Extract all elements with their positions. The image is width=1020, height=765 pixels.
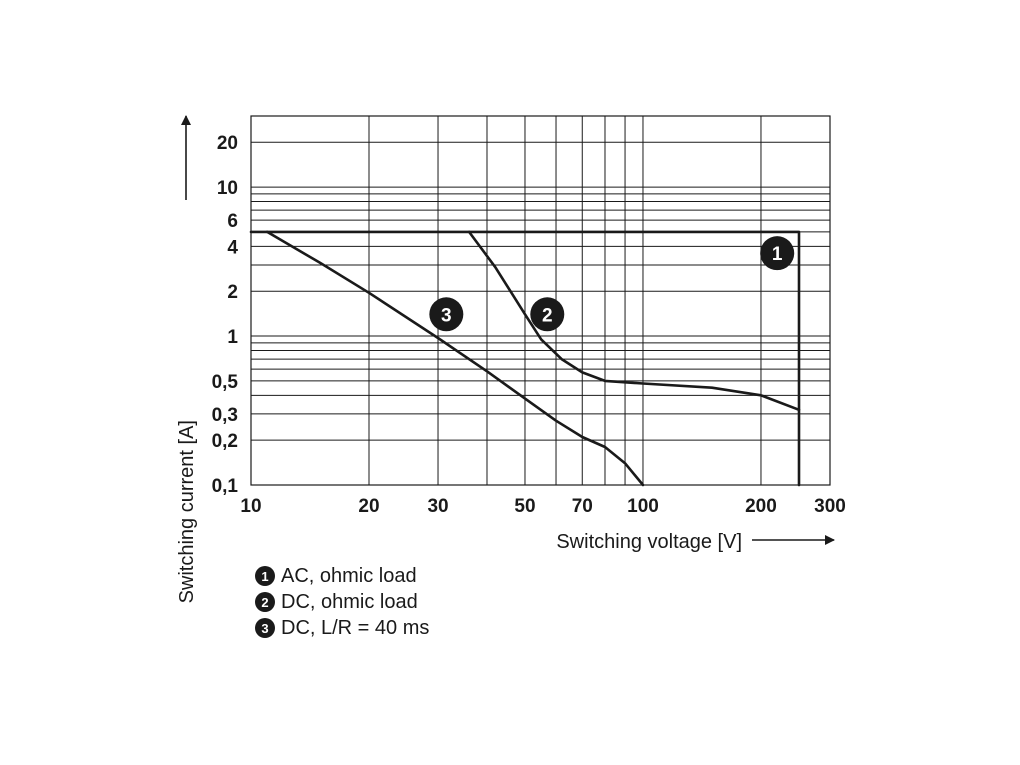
x-tick-label: 10 [240, 496, 261, 517]
y-tick-label: 4 [227, 237, 238, 258]
y-tick-label: 20 [217, 133, 238, 154]
x-tick-label: 20 [358, 496, 379, 517]
legend: 1 AC, ohmic load 2 DC, ohmic load 3 DC, … [255, 563, 429, 641]
x-tick-label: 30 [427, 496, 448, 517]
y-tick-label: 2 [227, 282, 238, 303]
legend-label-3: DC, L/R = 40 ms [281, 616, 430, 639]
series-marker-3 [429, 297, 464, 332]
legend-item-ac-ohmic: 1 AC, ohmic load [255, 563, 429, 589]
legend-label-1: AC, ohmic load [281, 564, 417, 587]
y-tick-label: 0,1 [212, 476, 239, 497]
series-lines [249, 230, 801, 487]
y-tick-label: 0,3 [212, 405, 238, 426]
series-marker-2 [530, 297, 565, 332]
series-markers: 1 2 3 [429, 236, 795, 332]
y-tick-label: 6 [227, 211, 238, 232]
legend-badge-1: 1 [255, 566, 275, 586]
x-tick-label: 100 [627, 496, 659, 517]
series-line-3 [265, 230, 645, 487]
x-tick-label: 200 [745, 496, 777, 517]
series-marker-label-3: 3 [441, 305, 452, 326]
legend-label-2: DC, ohmic load [281, 590, 418, 613]
y-tick-label: 10 [217, 178, 238, 199]
x-tick-label: 50 [514, 496, 535, 517]
x-tick-label: 70 [572, 496, 593, 517]
legend-badge-3: 3 [255, 618, 275, 638]
series-marker-label-1: 1 [772, 244, 783, 265]
legend-item-dc-ohmic: 2 DC, ohmic load [255, 589, 429, 615]
y-tick-label: 0,2 [212, 431, 238, 452]
series-line-2 [467, 230, 801, 412]
series-line-1 [249, 230, 801, 487]
y-tick-label: 0,5 [212, 372, 239, 393]
y-tick-label: 1 [227, 327, 238, 348]
x-tick-labels: 10 20 30 50 70 100 200 300 [240, 496, 845, 517]
y-axis-title: Switching current [A] [176, 420, 198, 603]
series-marker-1 [760, 236, 795, 271]
legend-item-dc-inductive: 3 DC, L/R = 40 ms [255, 615, 429, 641]
series-marker-label-2: 2 [542, 305, 553, 326]
legend-badge-2: 2 [255, 592, 275, 612]
y-tick-labels: 0,1 0,2 0,3 0,5 1 2 4 6 10 20 [212, 133, 239, 497]
plot-area-frame [250, 115, 831, 486]
x-tick-label: 300 [814, 496, 846, 517]
x-axis-title: Switching voltage [V] [556, 531, 742, 553]
